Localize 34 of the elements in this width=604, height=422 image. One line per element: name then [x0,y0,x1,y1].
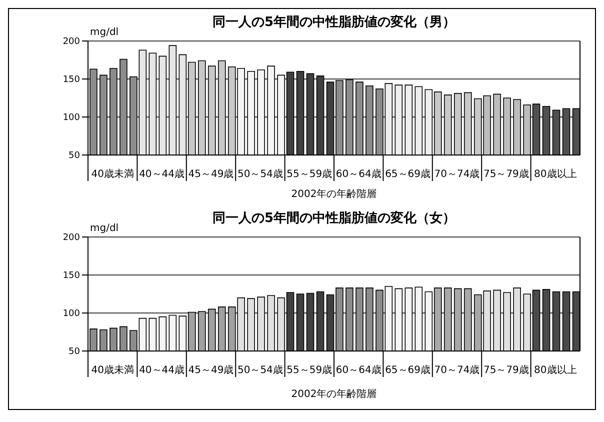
x-axis-title: 2002年の年齢階層 [291,188,377,200]
y-tick-label: 100 [62,113,80,124]
y-tick-label: 100 [62,309,80,320]
y-tick-label: 50 [68,347,80,358]
x-tick-label: 65～69歳 [385,168,431,180]
x-tick-label: 50～54歳 [237,364,283,376]
x-tick-label: 55～59歳 [286,364,332,376]
x-tick-label: 40～44歳 [139,168,185,180]
x-tick-label: 60～64歳 [336,364,382,376]
y-axis-title: mg/dl [90,27,119,39]
x-tick-label: 60～64歳 [336,168,382,180]
x-tick-label: 75～79歳 [483,168,529,180]
x-tick-label: 40歳未満 [91,364,134,376]
x-tick-label: 80歳以上 [534,364,577,376]
x-tick-label: 50～54歳 [237,168,283,180]
y-tick-label: 150 [62,271,80,282]
x-tick-label: 70～74歳 [434,364,480,376]
y-axis-title: mg/dl [90,223,119,235]
x-tick-label: 80歳以上 [534,168,577,180]
chart-title: 同一人の5年間の中性脂肪値の変化（男） [212,15,456,30]
x-tick-label: 70～74歳 [434,168,480,180]
chart-title: 同一人の5年間の中性脂肪値の変化（女） [212,211,456,226]
x-tick-label: 40～44歳 [139,364,185,376]
x-tick-label: 45～49歳 [188,364,234,376]
x-tick-label: 45～49歳 [188,168,234,180]
y-tick-label: 200 [62,233,80,244]
x-tick-label: 55～59歳 [286,168,332,180]
y-tick-label: 50 [68,151,80,162]
y-tick-label: 200 [62,37,80,48]
y-tick-label: 150 [62,75,80,86]
x-tick-label: 75～79歳 [483,364,529,376]
x-axis-title: 2002年の年齢階層 [291,388,377,400]
x-tick-label: 40歳未満 [91,168,134,180]
x-tick-label: 65～69歳 [385,364,431,376]
